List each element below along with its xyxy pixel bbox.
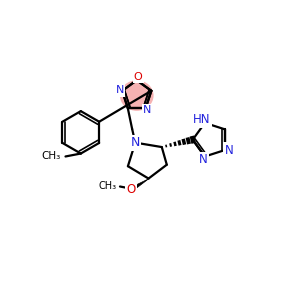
Text: O: O xyxy=(134,72,142,82)
Text: N: N xyxy=(130,136,140,149)
Text: HN: HN xyxy=(193,113,211,127)
Ellipse shape xyxy=(120,80,154,111)
Ellipse shape xyxy=(130,137,141,148)
Text: CH₃: CH₃ xyxy=(42,152,61,161)
Text: O: O xyxy=(126,183,136,196)
Text: N: N xyxy=(199,153,208,166)
Text: N: N xyxy=(143,105,152,115)
Text: N: N xyxy=(225,144,233,157)
Text: N: N xyxy=(116,85,124,95)
Text: CH₃: CH₃ xyxy=(99,181,117,191)
Polygon shape xyxy=(131,179,149,190)
